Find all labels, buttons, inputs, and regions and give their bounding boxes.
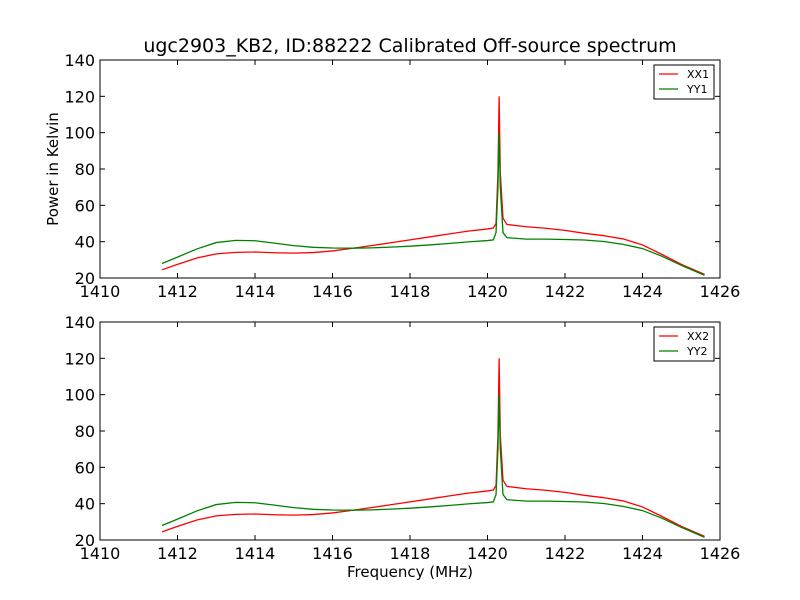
bottom-panel: 1410 1412 1414 1416 1418 1420 1422 1424 1426 20 40… <box>64 313 740 581</box>
x-tick-label: 1416 <box>312 282 353 301</box>
x-tick-label: 1412 <box>157 282 198 301</box>
y-tick-label: 20 <box>75 269 95 288</box>
x-tick-label: 1416 <box>312 544 353 563</box>
x-tick-label: 1414 <box>235 282 276 301</box>
series-line-yy2 <box>161 394 705 538</box>
y-tick-label: 80 <box>75 422 95 441</box>
y-tick-label: 100 <box>64 124 95 143</box>
x-tick-label: 1422 <box>545 544 586 563</box>
x-tick-label: 1410 <box>80 282 121 301</box>
y-tick-label: 20 <box>75 531 95 550</box>
y-tick-label: 100 <box>64 386 95 405</box>
x-tick-label: 1422 <box>545 282 586 301</box>
x-tick-label: 1412 <box>157 544 198 563</box>
legend-label-yy1: YY1 <box>686 83 707 96</box>
x-tick-label: 1420 <box>467 544 508 563</box>
series-line-yy1 <box>161 132 705 276</box>
top-panel: 1410 1412 1414 1416 1418 1420 1422 1424 1426 20 40… <box>44 35 740 301</box>
x-tick-label: 1426 <box>700 544 741 563</box>
y-tick-label: 60 <box>75 196 95 215</box>
series-line-xx1 <box>161 96 705 275</box>
y-tick-label: 120 <box>64 87 95 106</box>
y-tick-label: 40 <box>75 495 95 514</box>
y-tick-label: 120 <box>64 349 95 368</box>
x-tick-label: 1424 <box>622 544 663 563</box>
y-tick-label: 80 <box>75 160 95 179</box>
y-tick-label: 40 <box>75 233 95 252</box>
y-tick-label: 140 <box>64 51 95 70</box>
y-axis-label: Power in Kelvin <box>44 112 62 226</box>
legend-box <box>653 326 715 362</box>
x-tick-label: 1418 <box>390 544 431 563</box>
x-tick-label: 1424 <box>622 282 663 301</box>
x-tick-label: 1418 <box>390 282 431 301</box>
y-tick-label: 140 <box>64 313 95 332</box>
y-tick-label: 60 <box>75 458 95 477</box>
x-axis-label: Frequency (MHz) <box>347 563 473 581</box>
series-line-xx2 <box>161 358 705 537</box>
x-tick-label: 1414 <box>235 544 276 563</box>
legend-label-xx2: XX2 <box>687 330 709 343</box>
chart-title: ugc2903_KB2, ID:88222 Calibrated Off-sou… <box>143 35 676 57</box>
legend-label-xx1: XX1 <box>687 68 709 81</box>
legend-label-yy2: YY2 <box>686 345 707 358</box>
x-tick-label: 1420 <box>467 282 508 301</box>
x-tick-label: 1410 <box>80 544 121 563</box>
legend-box <box>653 64 715 100</box>
x-tick-label: 1426 <box>700 282 741 301</box>
